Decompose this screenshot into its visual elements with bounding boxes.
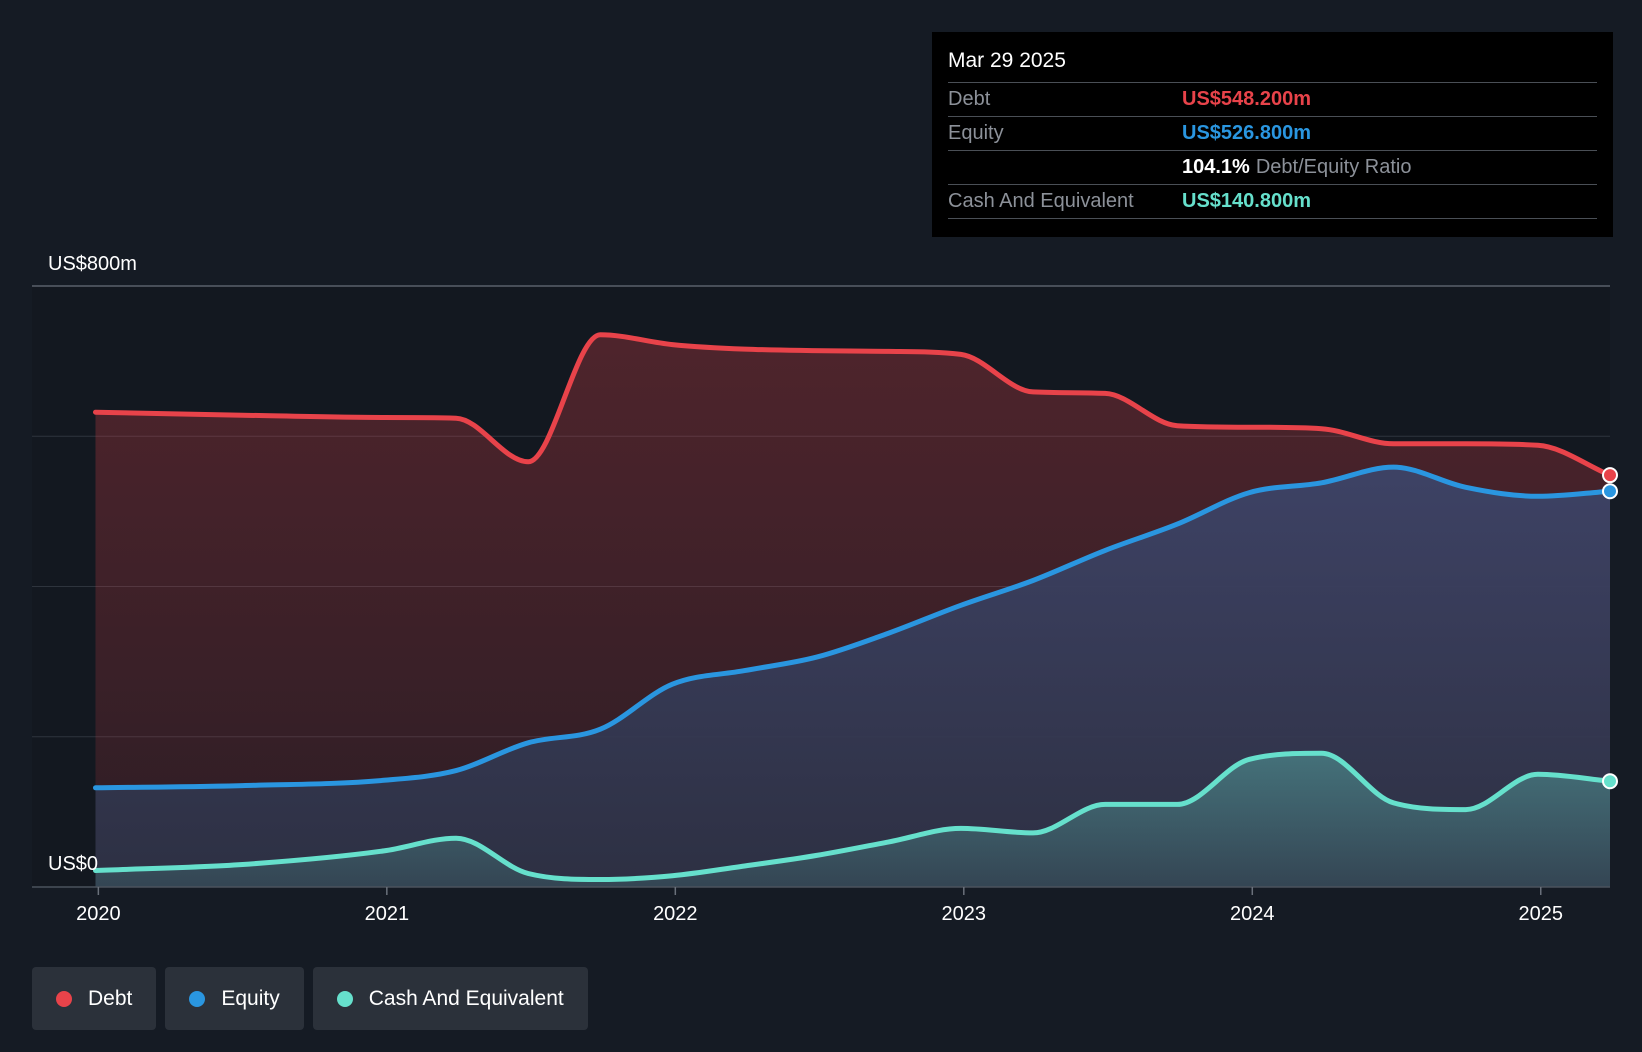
x-tick-label: 2021	[365, 903, 410, 925]
x-tick-label: 2023	[942, 903, 987, 925]
tooltip-ratio-label: Debt/Equity Ratio	[1255, 156, 1412, 178]
tooltip-debt-label: Debt	[948, 88, 991, 110]
chart-legend: Debt Equity Cash And Equivalent	[32, 967, 588, 1030]
y-axis-top-label: US$800m	[48, 253, 137, 275]
legend-dot-equity	[189, 990, 206, 1007]
series-areas	[95, 334, 1610, 887]
cash-line	[93, 750, 1613, 882]
series-lines	[93, 332, 1613, 882]
y-axis-bottom-label: US$0	[48, 853, 98, 875]
x-tick-label: 2022	[653, 903, 698, 925]
legend-item-cash[interactable]: Cash And Equivalent	[312, 967, 588, 1030]
tooltip-debt-value: US$548.200m	[1182, 88, 1311, 110]
tooltip-ratio-value: 104.1%	[1182, 156, 1250, 178]
legend-label-equity: Equity	[221, 986, 280, 1010]
tooltip-date: Mar 29 2025	[948, 49, 1066, 72]
legend-label-cash: Cash And Equivalent	[368, 986, 564, 1010]
tooltip-equity-value: US$526.800m	[1182, 122, 1311, 144]
legend-item-debt[interactable]: Debt	[32, 967, 157, 1030]
debt-end-point[interactable]	[1602, 467, 1618, 484]
debt-line	[93, 332, 1613, 478]
x-tick-label: 2025	[1519, 903, 1564, 925]
tooltip-row-debt: Debt US$548.200m	[948, 82, 1597, 116]
x-tick-label: 2020	[76, 903, 121, 925]
cash-area	[95, 753, 1610, 887]
tooltip-row-ratio: 104.1% Debt/Equity Ratio	[948, 150, 1597, 184]
tooltip-equity-label: Equity	[948, 122, 1004, 144]
hover-tooltip: Mar 29 2025 Debt US$548.200m Equity US$5…	[932, 32, 1613, 237]
series-end-markers	[1602, 467, 1618, 790]
legend-label-debt: Debt	[88, 986, 133, 1010]
x-axis-ticks: 2020 2021 2022 2023 2024 2025	[76, 887, 1563, 925]
tooltip-cash-label: Cash And Equivalent	[948, 190, 1134, 212]
x-tick-label: 2024	[1230, 903, 1275, 925]
tooltip-row-equity: Equity US$526.800m	[948, 116, 1597, 150]
legend-dot-cash	[336, 990, 353, 1007]
cash-end-point[interactable]	[1602, 773, 1618, 790]
tooltip-cash-value: US$140.800m	[1182, 190, 1311, 212]
equity-end-point[interactable]	[1602, 483, 1618, 500]
legend-dot-debt	[56, 990, 72, 1007]
equity-line	[93, 464, 1613, 791]
tooltip-row-cash: Cash And Equivalent US$140.800m	[948, 184, 1597, 219]
legend-item-equity[interactable]: Equity	[165, 967, 304, 1030]
